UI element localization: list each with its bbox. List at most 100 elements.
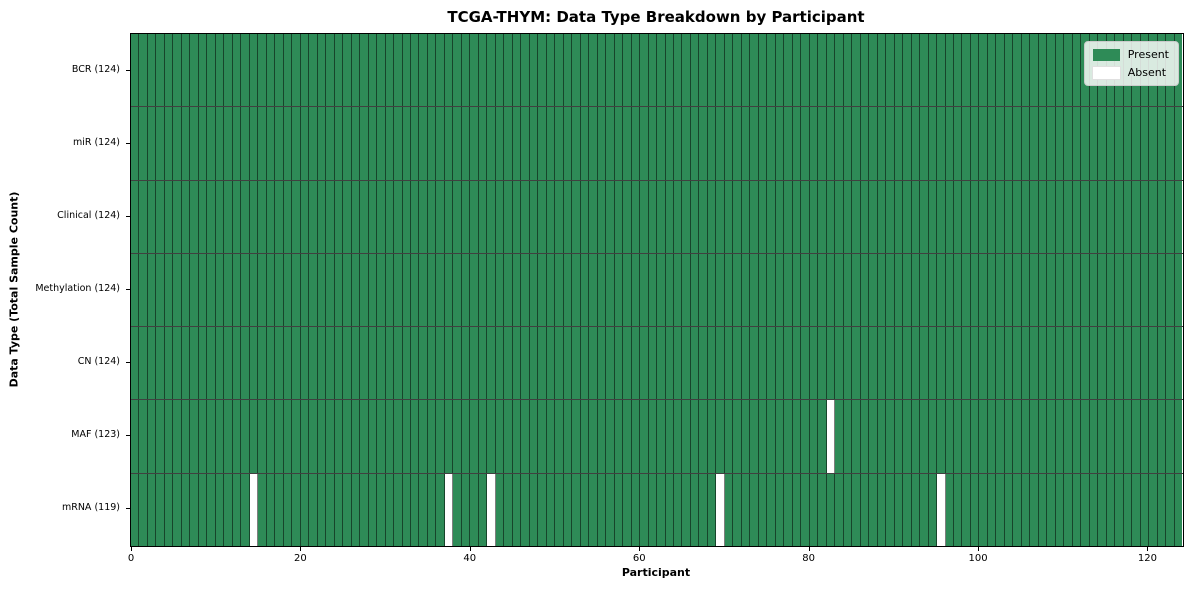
heatmap-cell bbox=[928, 327, 938, 400]
heatmap-cell bbox=[784, 327, 793, 400]
heatmap-cell bbox=[903, 34, 912, 107]
heatmap-cell bbox=[495, 107, 505, 180]
heatmap-cell bbox=[809, 400, 819, 473]
heatmap-cell bbox=[266, 180, 276, 253]
y-tick-label: Clinical (124) bbox=[57, 209, 120, 221]
heatmap-cell bbox=[470, 400, 479, 473]
heatmap-cell bbox=[368, 400, 378, 473]
heatmap-cell bbox=[1021, 180, 1031, 253]
heatmap-cell bbox=[589, 180, 598, 253]
heatmap-cell bbox=[1004, 253, 1014, 327]
heatmap-cell bbox=[1157, 180, 1167, 253]
heatmap-cell bbox=[597, 180, 607, 253]
heatmap-cell bbox=[258, 473, 267, 546]
heatmap-cell bbox=[860, 253, 870, 327]
x-tick-mark bbox=[469, 547, 471, 551]
heatmap-cell bbox=[436, 180, 445, 253]
heatmap-cell bbox=[1174, 400, 1183, 473]
heatmap-cell bbox=[657, 253, 666, 327]
heatmap-cell bbox=[606, 400, 615, 473]
heatmap-cell bbox=[1047, 327, 1056, 400]
heatmap-cell bbox=[563, 34, 573, 107]
heatmap-cell bbox=[546, 34, 556, 107]
heatmap-cell bbox=[385, 400, 395, 473]
heatmap-cell bbox=[173, 327, 182, 400]
heatmap-cell bbox=[1030, 400, 1039, 473]
heatmap-cell bbox=[478, 107, 488, 180]
heatmap-cell bbox=[1149, 327, 1158, 400]
heatmap-cell bbox=[419, 180, 428, 253]
heatmap-cell bbox=[801, 253, 810, 327]
heatmap-cell bbox=[852, 400, 861, 473]
heatmap-cell bbox=[860, 107, 870, 180]
heatmap-cell bbox=[461, 253, 471, 327]
heatmap-cell bbox=[317, 34, 327, 107]
heatmap-cell bbox=[818, 327, 827, 400]
heatmap-cell bbox=[241, 327, 250, 400]
heatmap-cell bbox=[266, 107, 276, 180]
heatmap-cell bbox=[962, 473, 971, 546]
heatmap-cell bbox=[1149, 400, 1158, 473]
heatmap-cell bbox=[623, 327, 632, 400]
heatmap-cell bbox=[835, 180, 844, 253]
heatmap-cell bbox=[614, 327, 624, 400]
heatmap-cell bbox=[1106, 180, 1116, 253]
heatmap-cell bbox=[215, 180, 225, 253]
heatmap-cell bbox=[181, 327, 191, 400]
heatmap-cell bbox=[1106, 107, 1116, 180]
heatmap-cell bbox=[215, 400, 225, 473]
heatmap-cell bbox=[147, 34, 157, 107]
heatmap-cell bbox=[309, 180, 318, 253]
heatmap-cell bbox=[1030, 253, 1039, 327]
chart-title: TCGA-THYM: Data Type Breakdown by Partic… bbox=[447, 8, 865, 26]
heatmap-cell bbox=[937, 107, 946, 180]
heatmap-cell bbox=[241, 34, 250, 107]
heatmap-cell bbox=[792, 34, 802, 107]
heatmap-cell bbox=[860, 327, 870, 400]
heatmap-cell bbox=[147, 473, 157, 546]
heatmap-cell bbox=[665, 473, 674, 546]
heatmap-cell bbox=[1047, 34, 1056, 107]
heatmap-cell bbox=[623, 34, 632, 107]
heatmap-cell bbox=[835, 253, 844, 327]
heatmap-cell bbox=[512, 180, 522, 253]
heatmap-cell bbox=[987, 180, 997, 253]
heatmap-cell bbox=[275, 400, 284, 473]
heatmap-cell bbox=[682, 473, 691, 546]
heatmap-cell bbox=[512, 107, 522, 180]
heatmap-cell bbox=[707, 253, 717, 327]
heatmap-cell bbox=[546, 107, 556, 180]
heatmap-cell bbox=[377, 327, 386, 400]
heatmap-cell bbox=[886, 34, 895, 107]
heatmap-cell bbox=[1098, 473, 1107, 546]
heatmap-cell bbox=[1021, 400, 1031, 473]
heatmap-cell bbox=[606, 253, 615, 327]
heatmap-cell bbox=[1132, 107, 1141, 180]
heatmap-cell bbox=[563, 473, 573, 546]
heatmap-cell bbox=[979, 327, 988, 400]
heatmap-cell bbox=[852, 473, 861, 546]
heatmap-cell bbox=[351, 180, 361, 253]
heatmap-cell bbox=[852, 327, 861, 400]
heatmap-cell bbox=[351, 253, 361, 327]
heatmap-cell bbox=[512, 253, 522, 327]
heatmap-cell bbox=[699, 180, 708, 253]
heatmap-cell bbox=[224, 253, 233, 327]
heatmap-cell bbox=[987, 107, 997, 180]
heatmap-cell bbox=[877, 327, 887, 400]
heatmap-cell bbox=[631, 107, 641, 180]
heatmap-cell bbox=[928, 253, 938, 327]
heatmap-cell-absent bbox=[487, 473, 496, 546]
heatmap-cell bbox=[792, 327, 802, 400]
heatmap-cell bbox=[156, 400, 165, 473]
heatmap-cell bbox=[1013, 107, 1022, 180]
heatmap-cell bbox=[818, 180, 827, 253]
x-tick-mark bbox=[131, 547, 132, 551]
heatmap-cell bbox=[580, 34, 590, 107]
heatmap-cell bbox=[266, 327, 276, 400]
heatmap-cell bbox=[953, 107, 963, 180]
heatmap-cell bbox=[419, 34, 428, 107]
heatmap-cell bbox=[377, 253, 386, 327]
heatmap-cell bbox=[792, 253, 802, 327]
heatmap-cell bbox=[657, 327, 666, 400]
